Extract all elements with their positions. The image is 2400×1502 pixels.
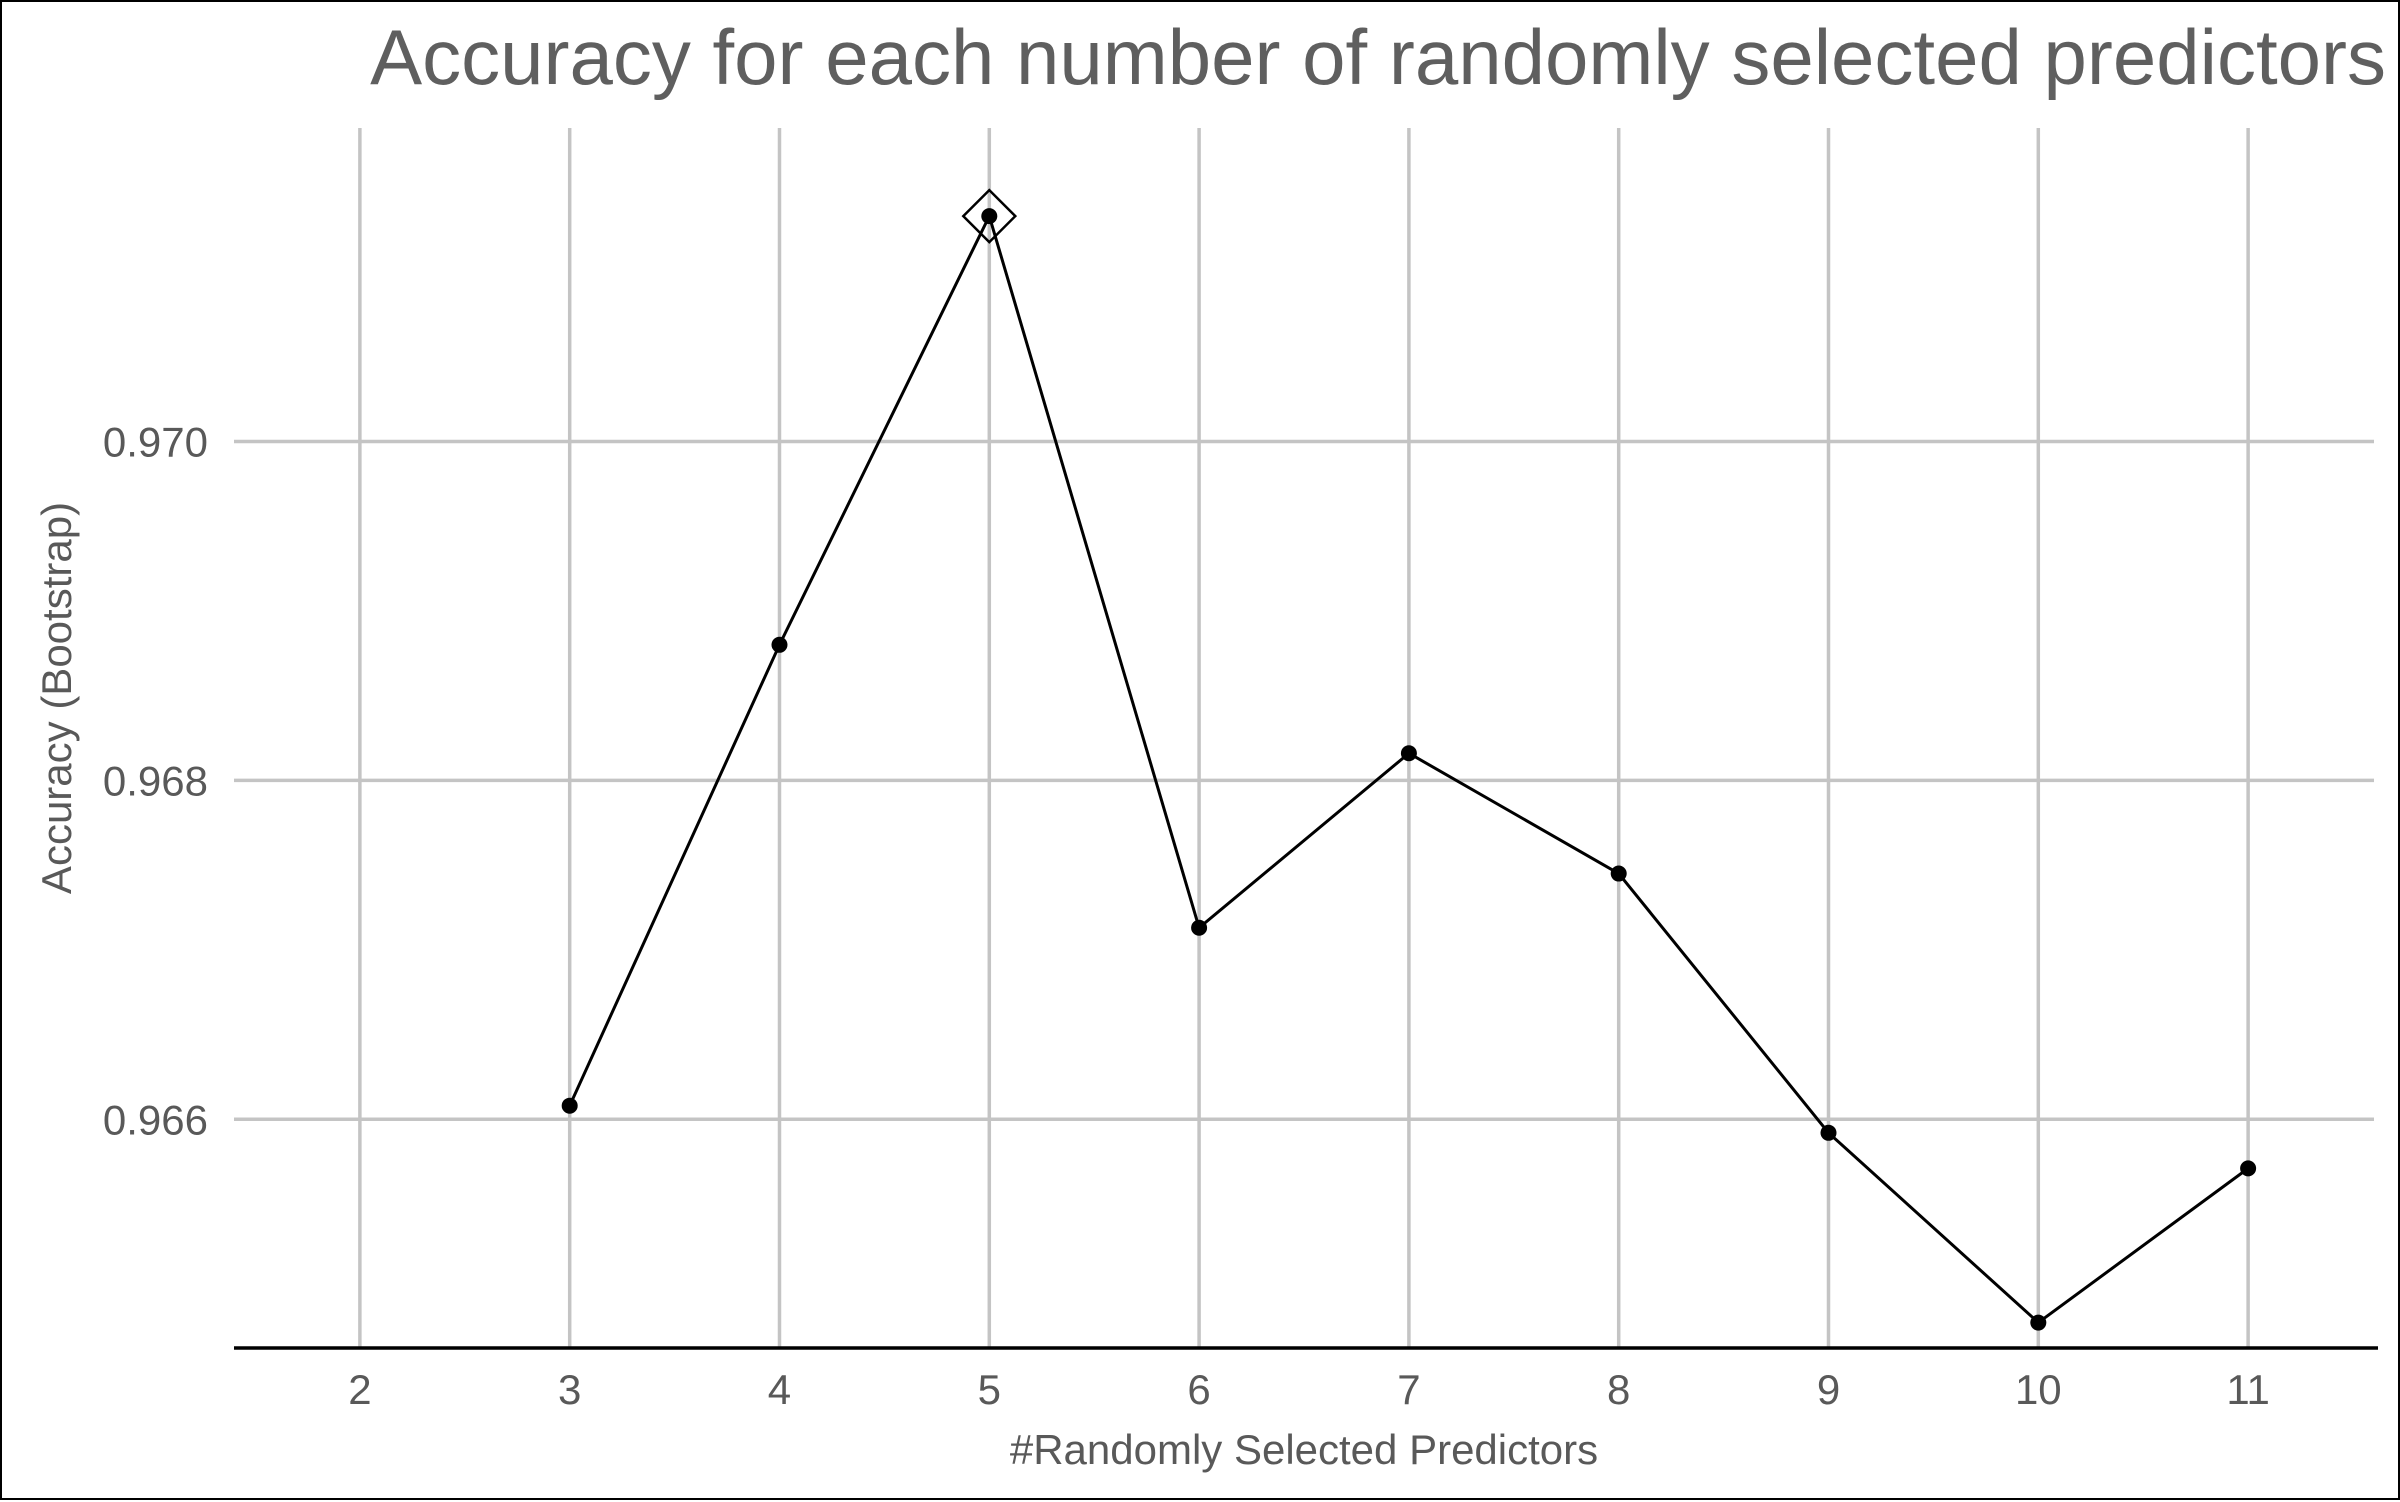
y-tick-labels: 0.966 0.968 0.970 <box>103 418 208 1143</box>
x-tick-label-7: 7 <box>1397 1366 1420 1413</box>
x-tick-label-2: 2 <box>348 1366 371 1413</box>
data-point-5 <box>981 208 998 225</box>
x-tick-label-4: 4 <box>768 1366 791 1413</box>
x-tick-label-11: 11 <box>2226 1366 2270 1413</box>
data-point-10 <box>2030 1314 2047 1331</box>
x-tick-label-8: 8 <box>1607 1366 1630 1413</box>
x-tick-label-10: 10 <box>2015 1366 2062 1413</box>
best-point-diamond-marker <box>961 188 1018 244</box>
y-tick-label-0.966: 0.966 <box>103 1096 208 1143</box>
y-tick-label-0.970: 0.970 <box>103 418 208 465</box>
data-point-11 <box>2240 1160 2257 1177</box>
chart-title: Accuracy for each number of randomly sel… <box>370 13 2386 101</box>
x-tick-label-5: 5 <box>978 1366 1001 1413</box>
data-point-7 <box>1400 745 1417 762</box>
data-point-9 <box>1820 1124 1837 1141</box>
x-tick-labels: 2 3 4 5 6 7 8 9 10 11 <box>348 1366 2270 1413</box>
y-tick-label-0.968: 0.968 <box>103 757 208 804</box>
data-point-6 <box>1191 919 1208 936</box>
x-tick-label-9: 9 <box>1817 1366 1840 1413</box>
data-point-8 <box>1610 865 1627 882</box>
x-axis-label: #Randomly Selected Predictors <box>1010 1426 1598 1473</box>
data-point-4 <box>771 636 788 653</box>
series-accuracy <box>561 188 2257 1331</box>
y-axis-label: Accuracy (Bootstrap) <box>33 502 80 894</box>
data-point-3 <box>561 1097 578 1114</box>
x-tick-label-6: 6 <box>1187 1366 1210 1413</box>
gridlines <box>234 128 2374 1348</box>
x-tick-label-3: 3 <box>558 1366 581 1413</box>
